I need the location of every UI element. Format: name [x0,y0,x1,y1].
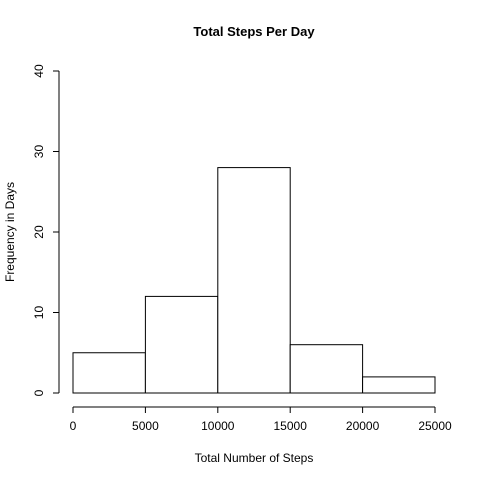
histogram-bar-1 [144,295,219,394]
y-tick-label-0: 0 [32,389,46,396]
y-tick-label-1: 10 [32,306,46,320]
x-axis-title: Total Number of Steps [195,451,314,465]
y-tick-label-4: 40 [32,64,46,78]
bars-group [72,167,436,394]
histogram-bar-2 [217,167,291,394]
histogram-bar-4 [362,376,436,394]
histogram-bar-3 [289,344,364,394]
y-tick-label-3: 30 [32,145,46,159]
y-axis-title: Frequency in Days [3,182,17,282]
x-tick-label-5: 25000 [418,419,452,433]
x-tick-label-1: 5000 [132,419,159,433]
x-tick-label-0: 0 [70,419,77,433]
x-tick-label-3: 15000 [274,419,308,433]
y-tick-label-2: 20 [32,225,46,239]
x-tick-label-4: 20000 [346,419,380,433]
x-tick-label-2: 10000 [201,419,235,433]
x-axis: 0 5000 10000 15000 20000 25000 [70,406,452,433]
y-axis: 0 10 20 30 40 [32,64,60,396]
chart-title: Total Steps Per Day [193,24,315,39]
histogram-bar-0 [72,352,146,394]
